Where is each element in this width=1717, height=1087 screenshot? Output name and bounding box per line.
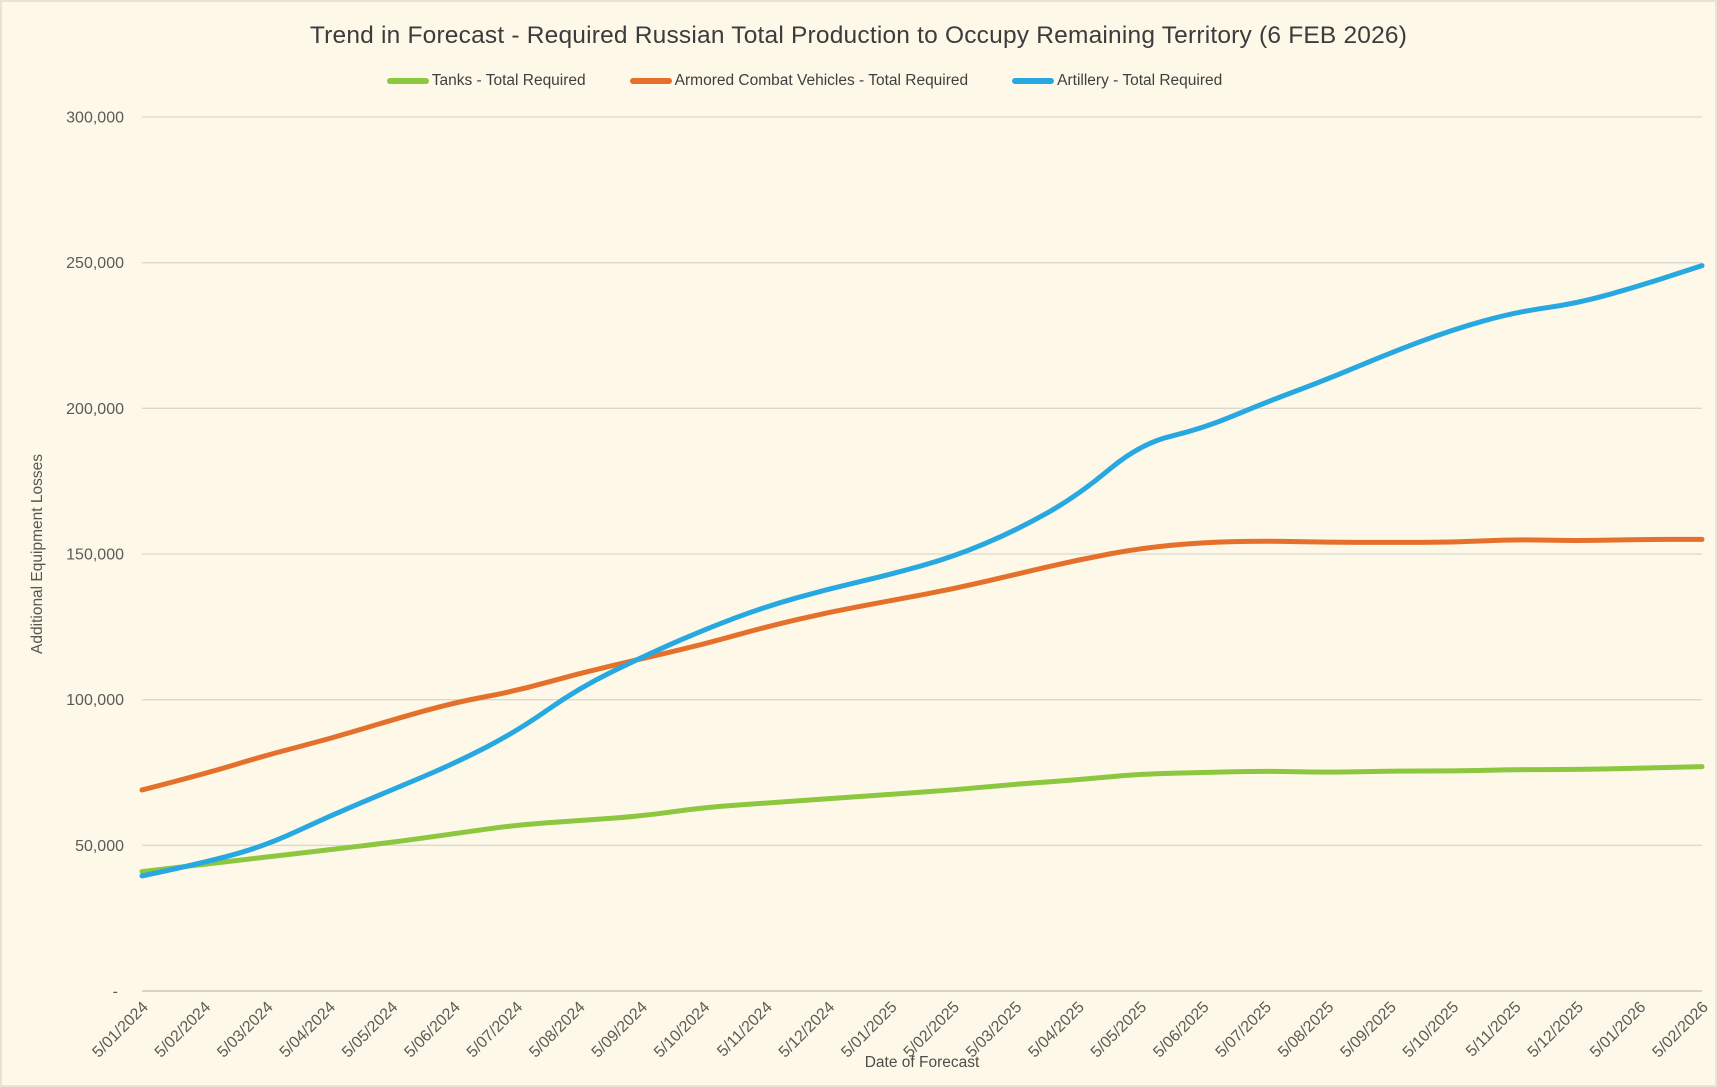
x-tick-label: 5/08/2024 xyxy=(526,999,588,1061)
x-tick-label: 5/02/2024 xyxy=(152,999,214,1061)
x-tick-label: 5/07/2024 xyxy=(464,999,526,1061)
x-tick-label: 5/09/2025 xyxy=(1337,999,1399,1061)
y-tick-label: 100,000 xyxy=(66,692,124,709)
x-tick-label: 5/04/2024 xyxy=(277,999,339,1061)
x-tick-label: 5/05/2024 xyxy=(339,999,401,1061)
x-tick-label: 5/01/2025 xyxy=(838,999,900,1061)
y-tick-label: - xyxy=(113,984,118,1001)
x-tick-label: 5/03/2025 xyxy=(963,999,1025,1061)
x-tick-label: 5/11/2025 xyxy=(1463,999,1525,1061)
chart-title: Trend in Forecast - Required Russian Tot… xyxy=(309,22,1408,49)
x-tick-label: 5/05/2025 xyxy=(1088,999,1150,1061)
y-tick-label: 150,000 xyxy=(66,547,124,564)
legend-item-tanks-total-required: Tanks - Total Required xyxy=(386,72,586,90)
legend-label: Tanks - Total Required xyxy=(431,72,586,89)
x-tick-label: 5/11/2024 xyxy=(714,999,776,1061)
x-tick-label: 5/07/2025 xyxy=(1213,999,1275,1061)
series-line-armored-combat-vehicles-total-required xyxy=(139,536,1705,793)
legend-label: Armored Combat Vehicles - Total Required xyxy=(674,72,969,89)
legend-label: Artillery - Total Required xyxy=(1057,72,1223,89)
x-tick-label: 5/01/2024 xyxy=(89,999,151,1061)
x-tick-label: 5/12/2024 xyxy=(776,999,838,1061)
x-tick-label: 5/03/2024 xyxy=(214,999,276,1061)
legend-swatch-armored-combat-vehicles-total-required xyxy=(629,78,672,84)
x-tick-label: 5/04/2025 xyxy=(1025,999,1087,1061)
x-tick-label: 5/10/2024 xyxy=(651,999,713,1061)
x-axis-title: Date of Forecast xyxy=(864,1054,980,1071)
series-line-tanks-total-required xyxy=(139,764,1705,875)
x-tick-label: 5/06/2024 xyxy=(401,999,463,1061)
x-tick-label: 5/01/2026 xyxy=(1587,999,1649,1061)
legend-item-armored-combat-vehicles-total-required: Armored Combat Vehicles - Total Required xyxy=(629,72,969,90)
series-line-artillery-total-required xyxy=(139,263,1705,879)
y-tick-label: 50,000 xyxy=(75,838,124,855)
legend-swatch-artillery-total-required xyxy=(1012,78,1055,84)
x-tick-label: 5/12/2025 xyxy=(1525,999,1587,1061)
x-tick-label: 5/08/2025 xyxy=(1275,999,1337,1061)
legend: Tanks - Total Required Armored Combat Veh… xyxy=(2,72,1607,90)
x-tick-label: 5/06/2025 xyxy=(1150,999,1212,1061)
x-tick-label: 5/02/2025 xyxy=(901,999,963,1061)
x-tick-label: 5/10/2025 xyxy=(1400,999,1462,1061)
legend-swatch-tanks-total-required xyxy=(386,78,429,84)
y-tick-label: 200,000 xyxy=(66,401,124,418)
legend-item-artillery-total-required: Artillery - Total Required xyxy=(1012,72,1222,90)
x-tick-label: 5/02/2026 xyxy=(1649,999,1711,1061)
y-tick-label: 250,000 xyxy=(66,255,124,272)
x-tick-label: 5/09/2024 xyxy=(589,999,651,1061)
y-tick-label: 300,000 xyxy=(66,110,124,127)
